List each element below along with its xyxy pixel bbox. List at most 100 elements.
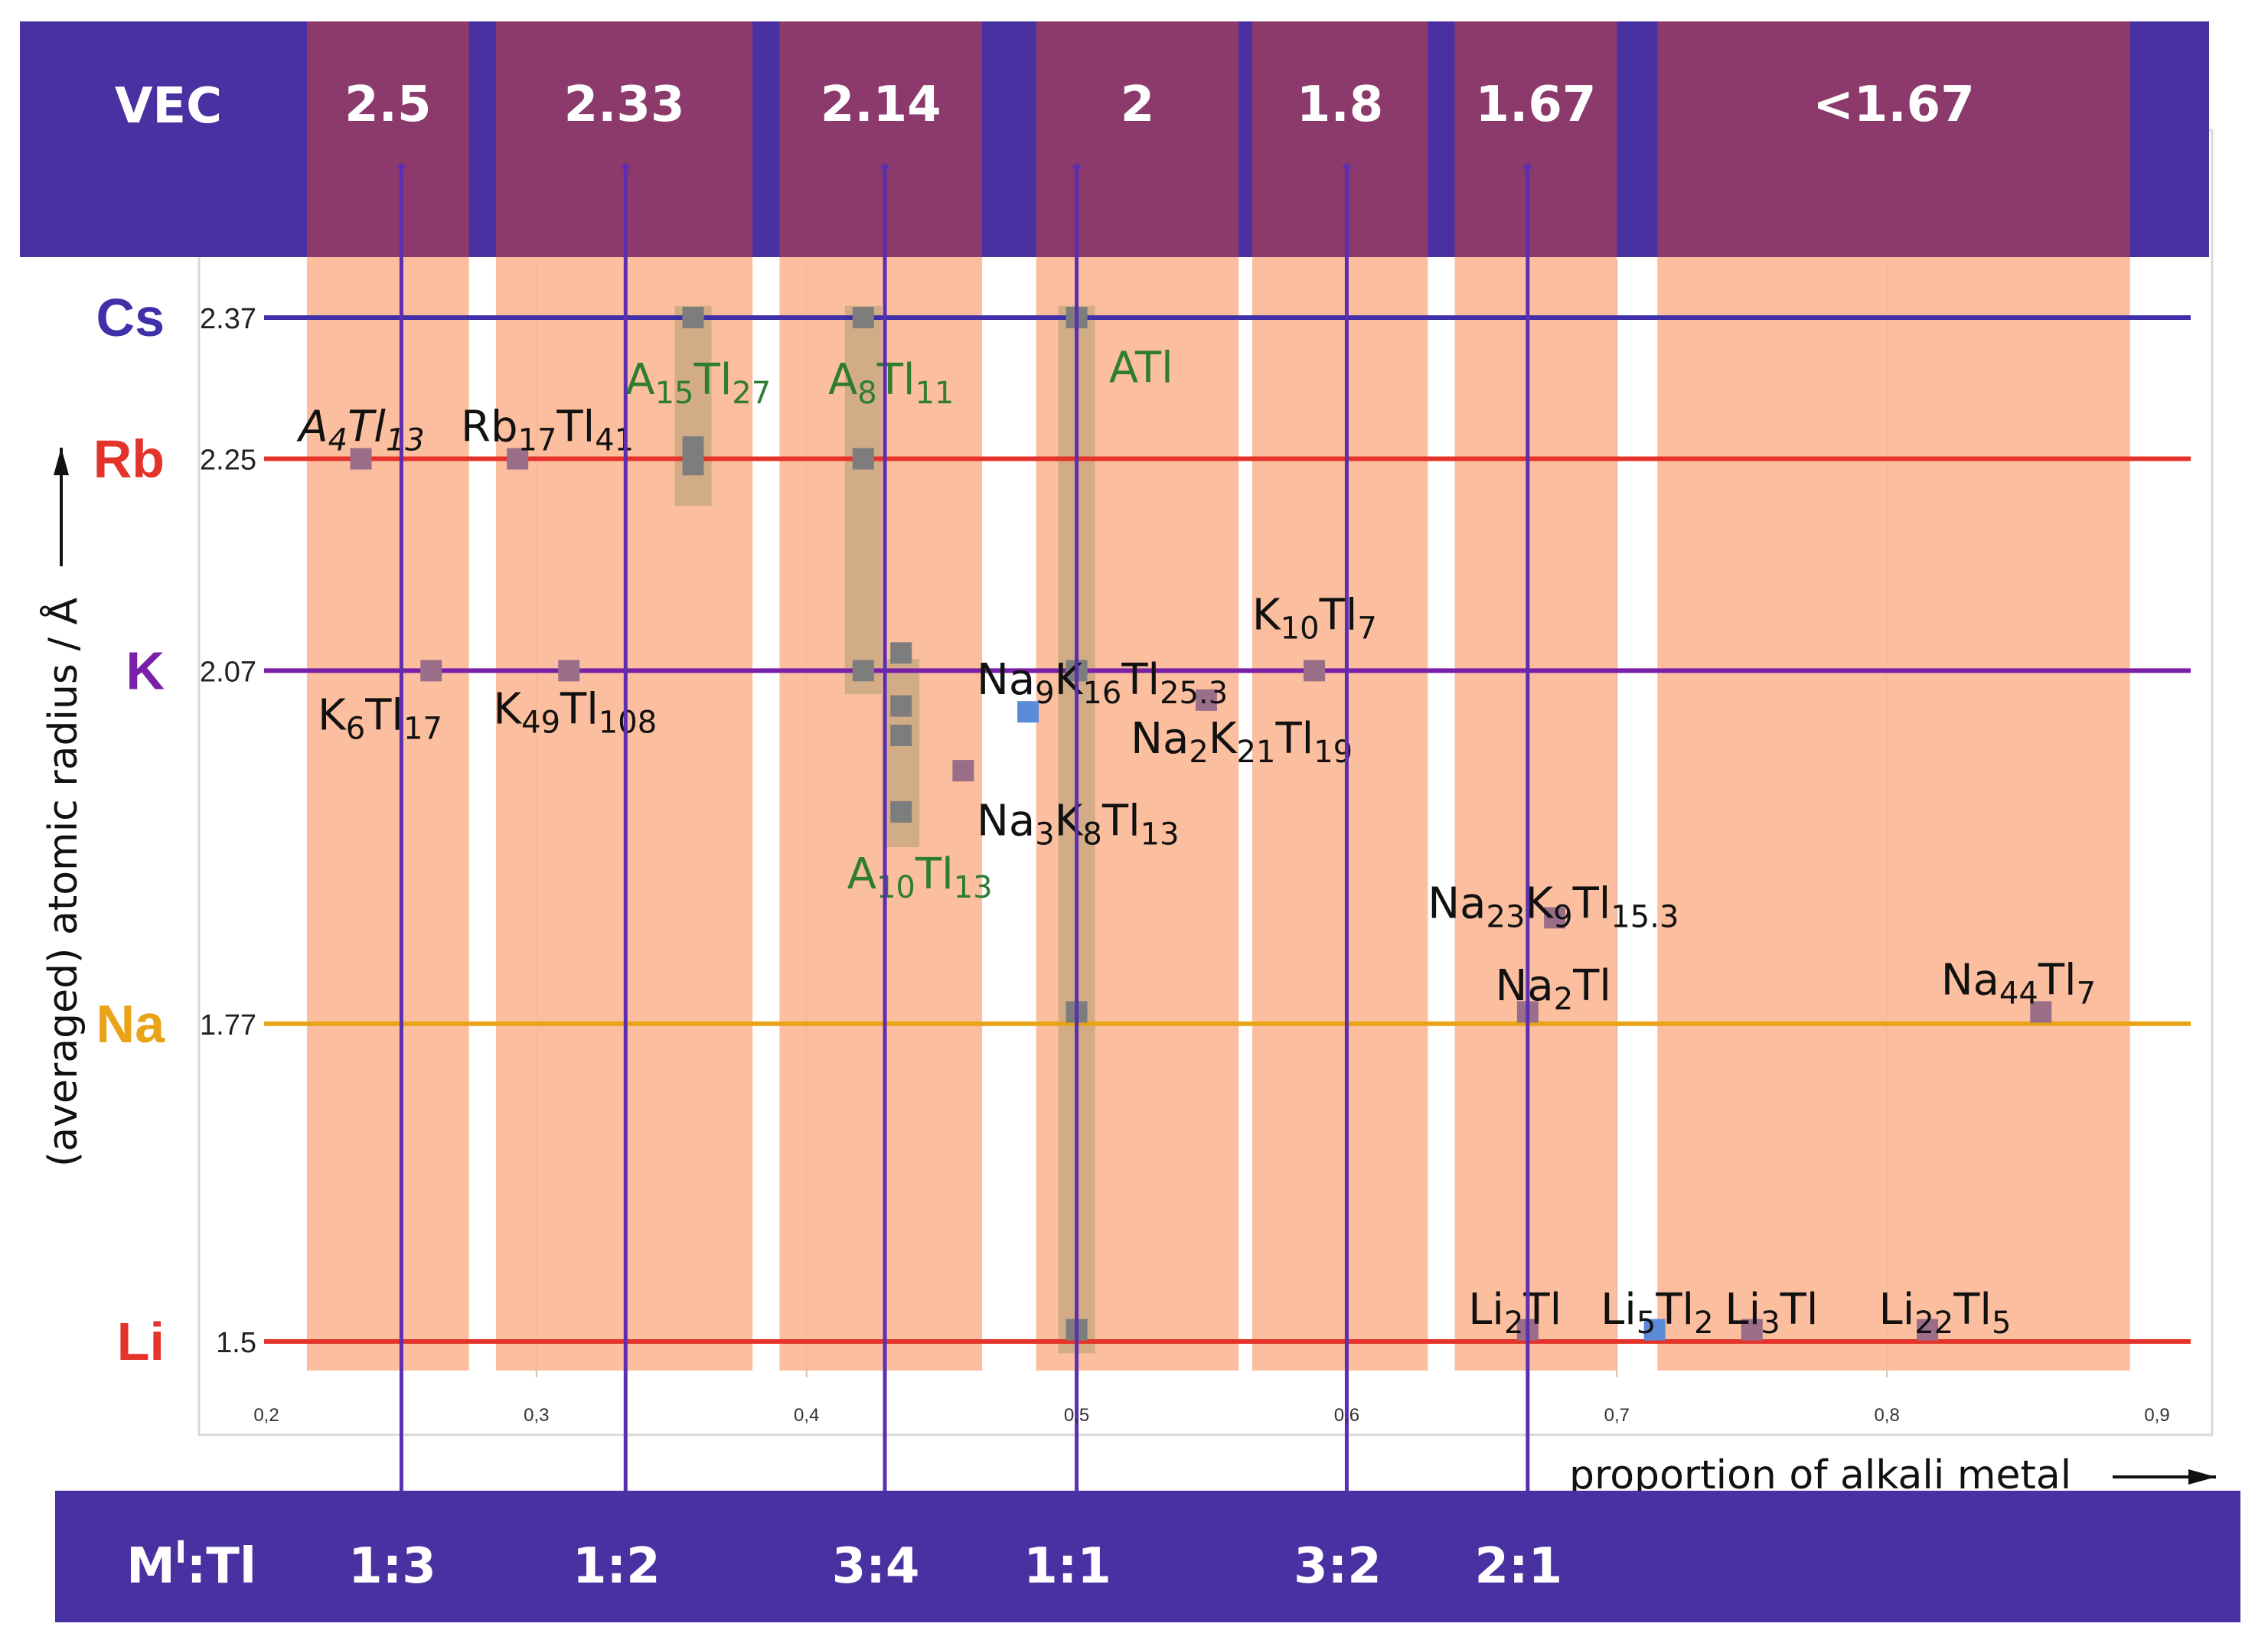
compound-label-part: 8 (857, 376, 876, 411)
compound-label-part: Na (1941, 955, 1999, 1005)
compound-label-part: Tl (876, 355, 915, 405)
compound-label: Li22Tl5 (1879, 1285, 2012, 1341)
compound-label-part: 7 (1357, 611, 1376, 647)
ratio-label: 3:4 (832, 1538, 920, 1595)
compound-label-part: Tl (1121, 655, 1160, 705)
compound-label-part: Tl (1655, 1285, 1694, 1335)
compound-label-part: 23 (1486, 899, 1526, 934)
ratio-label: 1:2 (573, 1538, 661, 1595)
data-point (952, 760, 974, 782)
compound-label-part: 3 (1035, 817, 1054, 852)
ratio-header-label: MI:Tl (126, 1535, 256, 1595)
compound-label: Rb17Tl41 (461, 402, 634, 458)
data-point (1643, 1319, 1666, 1341)
data-point (682, 307, 704, 328)
compound-label: Na44Tl7 (1941, 955, 2096, 1011)
data-point (852, 448, 874, 470)
compound-label-part: Rb (461, 402, 517, 451)
compound-label-part: 2 (1504, 1306, 1523, 1341)
data-point (1304, 660, 1326, 682)
data-point (682, 454, 704, 476)
compound-label-part: Li (1601, 1285, 1637, 1335)
vec-band-header (779, 21, 983, 257)
data-point (852, 660, 874, 682)
vec-band-label: 1.8 (1297, 77, 1383, 133)
data-point (852, 307, 874, 328)
compound-label-part: 11 (915, 376, 954, 411)
compound-label-part: Na (1496, 961, 1554, 1011)
compound-label-part: Tl (915, 849, 954, 899)
compound-label-part: Tl (1101, 797, 1141, 846)
vec-band-column (1657, 257, 2130, 1371)
element-label: Cs (96, 288, 165, 347)
data-point (890, 724, 912, 746)
compound-label-part: Li (1468, 1285, 1504, 1335)
data-point (1741, 1319, 1763, 1341)
compound-label-part: Na (1428, 879, 1486, 928)
x-tick-label: 0,3 (524, 1405, 549, 1426)
compound-label-part: Tl (1572, 879, 1611, 928)
data-point (890, 695, 912, 717)
y-axis-title: (averaged) atomic radius / Å (39, 597, 86, 1167)
vec-band-header (1036, 21, 1239, 257)
ratio-label: 3:2 (1294, 1538, 1382, 1595)
vec-header-label: VEC (115, 78, 222, 135)
compound-label: A8Tl11 (828, 355, 954, 411)
data-point (890, 800, 912, 823)
compound-label-part: 3 (1761, 1306, 1780, 1341)
vec-band-header (306, 21, 469, 257)
compound-label-part: 10 (1281, 611, 1320, 647)
compound-label-part: Tl (1274, 714, 1313, 764)
compound-label-part: Tl (560, 685, 599, 735)
compound-label-part: 49 (521, 706, 560, 741)
vec-band-label: 2 (1121, 77, 1155, 133)
vec-band-column (1454, 257, 1617, 1371)
data-point (1017, 701, 1039, 723)
compound-label: ATl (1109, 344, 1173, 393)
x-tick-label: 0,5 (1064, 1405, 1089, 1426)
compound-label-part: Tl (2038, 955, 2077, 1005)
compound-label-part: K (1252, 591, 1281, 641)
x-tick-label: 0,9 (2144, 1405, 2169, 1426)
compound-label-part: Tl (1319, 591, 1358, 641)
ratio-label: 2:1 (1475, 1538, 1563, 1595)
ratio-header-tail: :Tl (187, 1538, 256, 1595)
compound-label: A10Tl13 (847, 849, 993, 905)
compound-label-part: 25.3 (1160, 676, 1228, 711)
compound-label-part: 13 (954, 870, 993, 905)
compound-label-part: 10 (876, 870, 915, 905)
compound-label-part: 21 (1237, 735, 1276, 770)
compound-label-part: Li (1725, 1285, 1761, 1335)
vec-band-header (1454, 21, 1617, 257)
compound-label-part: A (828, 355, 857, 405)
compound-label-part: 108 (599, 706, 657, 741)
x-tick-label: 0,2 (253, 1405, 279, 1426)
group-highlight-bar (844, 305, 882, 695)
data-point (1544, 907, 1566, 929)
compound-label: Na23K9Tl15.3 (1428, 879, 1679, 934)
compound-label-part: Tl (1572, 961, 1611, 1011)
data-point (1195, 689, 1217, 711)
compound-label: K49Tl108 (493, 685, 657, 741)
ratio-label: 1:1 (1023, 1538, 1111, 1595)
x-tick-label: 0,4 (794, 1405, 819, 1426)
compound-label-part: K (493, 685, 522, 735)
data-point (2030, 1001, 2052, 1023)
element-label: Na (96, 994, 166, 1054)
vec-band-label: 2.33 (564, 77, 685, 133)
x-tick-label: 0,7 (1604, 1405, 1630, 1426)
compound-label-part: Na (977, 797, 1035, 846)
compound-label-part: 9 (1553, 899, 1572, 934)
radius-value: 1.77 (200, 1009, 256, 1042)
compound-label: Na2K21Tl19 (1131, 714, 1353, 770)
compound-label-part: 17 (403, 711, 442, 746)
x-tick-label: 0,8 (1874, 1405, 1899, 1426)
vec-band-label: 1.67 (1475, 77, 1596, 133)
compound-label-part: 6 (346, 711, 365, 746)
data-point (890, 642, 912, 664)
compound-label-part: 4 (328, 422, 348, 458)
compound-label-part: 15.3 (1610, 899, 1679, 934)
compound-label-part: 2 (1189, 735, 1208, 770)
radius-value: 2.37 (200, 303, 256, 335)
vec-band-header (1251, 21, 1428, 257)
